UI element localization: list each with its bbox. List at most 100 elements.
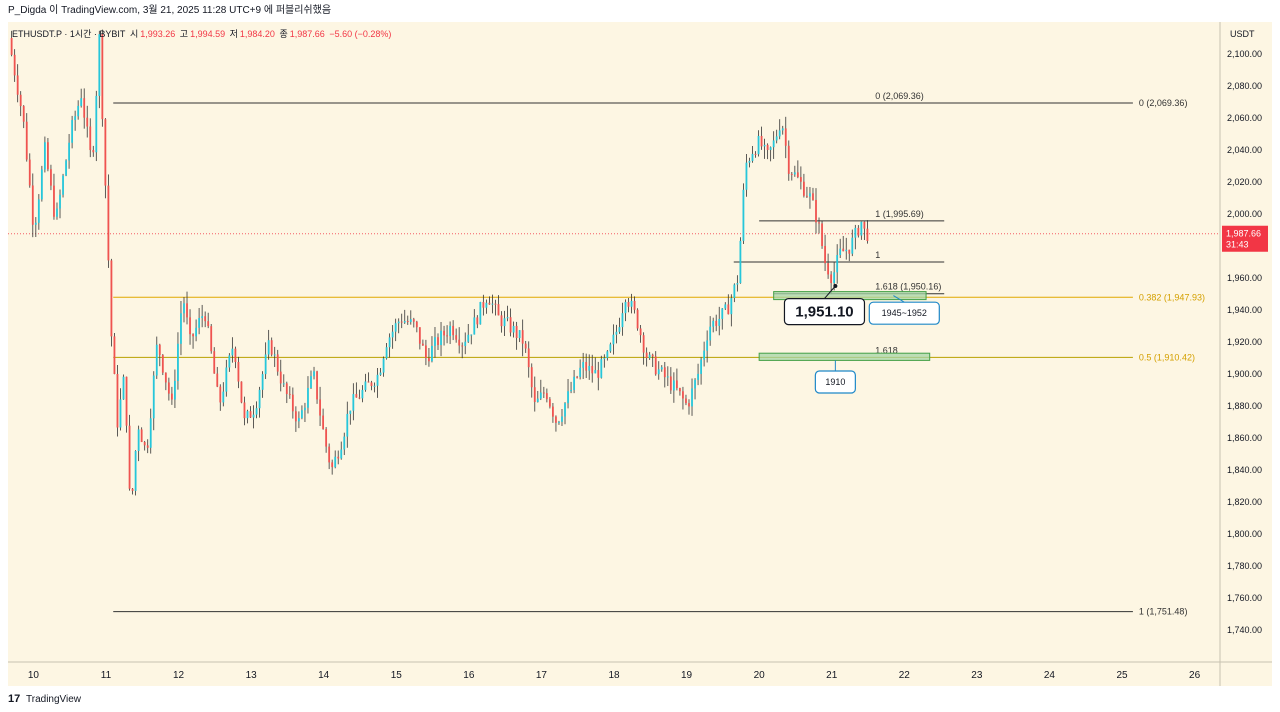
x-tick-label: 20 <box>754 670 766 681</box>
x-tick-label: 25 <box>1116 670 1128 681</box>
y-tick-label: 2,060.00 <box>1227 113 1262 123</box>
candle-bearish <box>818 222 820 224</box>
candle-bullish <box>712 320 715 327</box>
candle-bullish <box>506 317 509 319</box>
candle-bullish <box>43 142 46 170</box>
candle-bearish <box>316 371 318 400</box>
candle-bullish <box>37 199 40 223</box>
support-zone <box>758 352 931 361</box>
candle-bearish <box>527 348 530 368</box>
x-tick-label: 16 <box>463 670 475 681</box>
candle-bullish <box>748 160 751 163</box>
candle-bearish <box>576 376 579 378</box>
candle-bullish <box>739 240 742 284</box>
candle-bearish <box>415 321 418 328</box>
candle-bearish <box>170 393 173 400</box>
candle-bullish <box>68 142 70 161</box>
candle-bearish <box>406 320 409 323</box>
candle-bearish <box>754 153 757 155</box>
candle-bearish <box>669 376 672 391</box>
currency-label[interactable]: USDT <box>1230 29 1255 39</box>
candle-bearish <box>140 429 143 443</box>
candle-bearish <box>651 354 654 357</box>
candle-bearish <box>331 462 334 468</box>
candle-bearish <box>319 399 321 416</box>
open-value: 1,993.26 <box>140 29 176 39</box>
candle-bearish <box>675 380 678 389</box>
candle-bearish <box>113 336 116 374</box>
candle-bearish <box>787 145 790 174</box>
candle-bearish <box>585 362 588 371</box>
candle-bullish <box>666 376 669 378</box>
symbol-info[interactable]: ETHUSDT.P · 1시간 · BYBIT <box>12 29 126 39</box>
candle-bullish <box>648 354 651 359</box>
candle-bearish <box>131 488 134 491</box>
candle-bullish <box>65 160 67 176</box>
candle-bullish <box>724 304 727 309</box>
price-chart[interactable]: 1,740.00 1,760.00 1,780.00 1,800.00 1,820.00… <box>0 0 1280 688</box>
candle-bearish <box>727 304 730 315</box>
candle-bearish <box>812 193 814 200</box>
candle-bearish <box>237 361 240 382</box>
candle-bearish <box>796 172 799 178</box>
candle-bearish <box>542 392 545 394</box>
candle-bearish <box>358 397 361 399</box>
candle-bullish <box>479 302 482 325</box>
candle-bearish <box>437 337 439 346</box>
candle-bearish <box>325 429 328 447</box>
candle-bullish <box>304 407 306 411</box>
candle-bearish <box>204 316 207 322</box>
candle-bearish <box>219 386 222 403</box>
candle-bullish <box>778 130 781 137</box>
candle-bullish <box>518 330 521 339</box>
candle-bullish <box>473 317 476 335</box>
candle-bullish <box>394 323 397 332</box>
candle-bullish <box>297 418 300 422</box>
candle-bullish <box>573 376 575 390</box>
candle-bearish <box>22 106 25 122</box>
candle-bearish <box>189 317 191 335</box>
candle-bullish <box>231 348 234 356</box>
candle-bullish <box>379 372 382 375</box>
candle-bearish <box>654 356 657 375</box>
candle-bullish <box>703 350 706 360</box>
candle-bullish <box>255 408 258 415</box>
low-value: 1,984.20 <box>239 29 275 39</box>
candle-bearish <box>806 195 808 197</box>
candle-bearish <box>285 383 288 394</box>
candle-bullish <box>431 345 433 362</box>
candle-bearish <box>455 335 458 340</box>
candle-bearish <box>86 117 89 127</box>
candle-bearish <box>418 327 421 344</box>
callout-pointer <box>824 285 836 299</box>
candle-bearish <box>790 173 793 175</box>
candle-bearish <box>857 227 860 236</box>
candle-bullish <box>570 389 572 392</box>
candle-bearish <box>446 335 448 337</box>
candle-bullish <box>334 456 337 468</box>
candle-bearish <box>50 169 52 186</box>
x-tick-label: 15 <box>391 670 403 681</box>
candle-bearish <box>521 330 524 344</box>
candle-bullish <box>77 105 80 117</box>
candle-bearish <box>110 260 113 337</box>
candle-bullish <box>34 222 37 225</box>
candle-bullish <box>183 303 185 314</box>
candle-bearish <box>679 388 681 392</box>
candle-bullish <box>694 379 696 389</box>
candle-bearish <box>19 94 22 107</box>
candle-bullish <box>434 337 436 346</box>
candle-bearish <box>83 98 86 118</box>
callout-box <box>868 301 940 325</box>
publish-info-text: P_Digda 이 TradingView.com, 3월 21, 2025 1… <box>8 5 332 16</box>
candle-bullish <box>346 413 349 437</box>
candle-bullish <box>258 389 261 409</box>
candle-bearish <box>13 54 16 76</box>
candle-bullish <box>267 340 270 355</box>
candle-bearish <box>276 354 279 372</box>
candle-bullish <box>736 283 739 285</box>
candle-bullish <box>594 370 597 374</box>
candle-bearish <box>494 303 497 305</box>
candle-bullish <box>582 362 585 368</box>
candle-bearish <box>89 126 92 151</box>
